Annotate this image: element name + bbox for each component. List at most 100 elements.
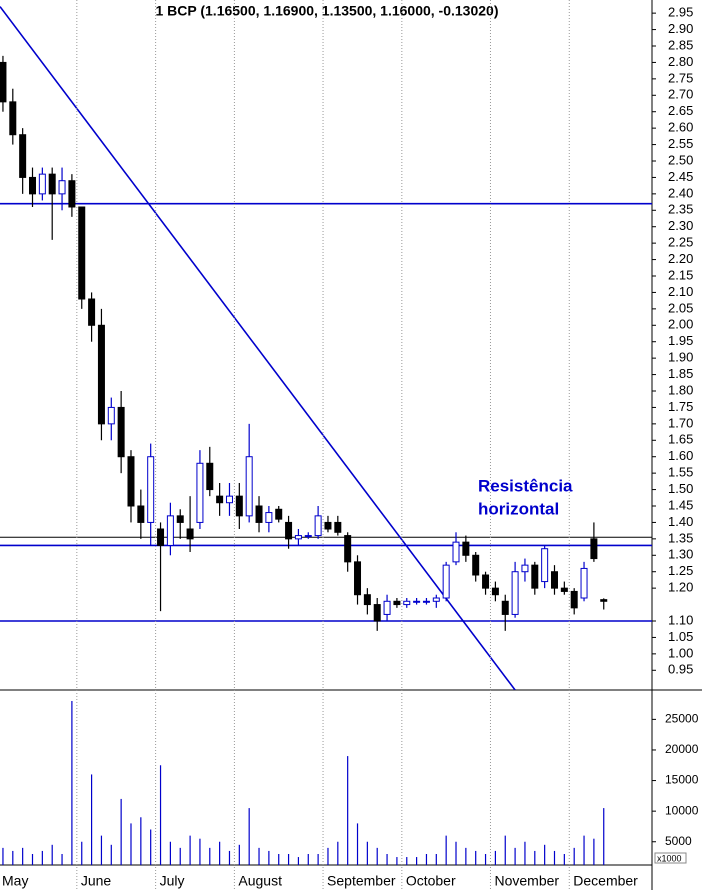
candle-body [403,600,411,606]
candle-body [275,508,283,520]
candle-body [58,180,66,195]
candle-body [462,541,470,556]
candle-body [186,528,194,540]
candle-body [432,597,440,602]
candle-body [324,521,332,530]
trend-line [0,6,516,690]
candle-body [225,495,233,504]
y-tick-label: 2.85 [668,37,693,52]
y-tick-label: 1.60 [668,448,693,463]
candle-body [501,600,509,615]
y-tick-label: 1.10 [668,612,693,627]
candle-body [9,101,17,136]
candle-body [29,176,37,195]
y-tick-label: 2.65 [668,103,693,118]
candle-body [560,587,568,592]
candle-body [580,567,588,599]
candle-body [541,548,549,583]
candle-body [117,406,125,458]
candle-body [550,571,558,589]
candle-body [48,173,56,195]
y-tick-label: 1.80 [668,382,693,397]
candle-body [590,538,598,560]
y-tick-label: 2.15 [668,267,693,282]
y-tick-label: 2.60 [668,120,693,135]
y-tick-label: 2.90 [668,21,693,36]
candle-body [107,406,115,425]
candle-body [147,456,155,523]
candle-body [294,535,302,540]
y-tick-label: 2.35 [668,202,693,217]
volume-tick-label: 15000 [665,773,699,787]
y-tick-label: 2.50 [668,152,693,167]
y-tick-label: 1.45 [668,497,693,512]
y-tick-label: 2.75 [668,70,693,85]
x-tick-label: June [81,873,112,889]
candle-body [334,521,342,533]
annotation: horizontal [478,499,559,518]
y-tick-label: 2.55 [668,136,693,151]
candle-body [285,521,293,540]
candle-body [491,587,499,596]
x-tick-label: October [406,873,456,889]
candle-body [373,604,381,622]
y-tick-label: 2.00 [668,317,693,332]
candle-body [127,456,135,507]
candle-body [19,134,27,178]
x-tick-label: August [238,873,282,889]
y-tick-label: 2.45 [668,169,693,184]
y-tick-label: 1.25 [668,563,693,578]
candle-body [304,535,312,538]
candle-body [452,541,460,563]
y-tick-label: 0.95 [668,662,693,677]
y-tick-label: 1.05 [668,629,693,644]
chart-title: 1 BCP (1.16500, 1.16900, 1.13500, 1.1600… [155,3,498,19]
candle-body [166,515,174,546]
candle-body [68,180,76,208]
volume-tick-label: 20000 [665,742,699,756]
candle-body [472,554,480,576]
candle-body [482,574,490,589]
y-tick-label: 1.00 [668,645,693,660]
x-tick-label: September [327,873,396,889]
candle-body [206,462,214,491]
candle-body [0,61,7,103]
candle-body [600,599,608,602]
x-tick-label: July [160,873,185,889]
y-tick-label: 2.20 [668,251,693,266]
volume-tick-label: 25000 [665,712,699,726]
y-tick-label: 2.30 [668,218,693,233]
y-tick-label: 1.50 [668,481,693,496]
volume-tick-label: 10000 [665,803,699,817]
candle-body [393,600,401,606]
y-tick-label: 2.10 [668,284,693,299]
candle-body [344,535,352,563]
candle-body [383,600,391,615]
candle-body [137,505,145,523]
y-tick-label: 1.55 [668,465,693,480]
y-tick-label: 2.80 [668,54,693,69]
volume-tick-label: 5000 [665,834,692,848]
x-tick-label: December [573,873,638,889]
candle-body [265,512,273,523]
candle-body [196,462,204,523]
unit-box [654,852,687,864]
y-tick-label: 1.35 [668,530,693,545]
candle-body [97,324,105,425]
candle-body [255,505,263,523]
y-tick-label: 1.75 [668,399,693,414]
y-tick-label: 1.40 [668,514,693,529]
candle-body [235,495,243,517]
y-tick-label: 2.40 [668,185,693,200]
y-tick-label: 1.65 [668,432,693,447]
y-tick-label: 2.70 [668,87,693,102]
candle-body [511,571,519,615]
candle-body [245,456,253,517]
candle-body [157,528,165,546]
y-tick-label: 1.95 [668,333,693,348]
candle-body [88,298,96,326]
y-tick-label: 1.85 [668,366,693,381]
candle-body [176,515,184,523]
y-tick-label: 1.70 [668,415,693,430]
